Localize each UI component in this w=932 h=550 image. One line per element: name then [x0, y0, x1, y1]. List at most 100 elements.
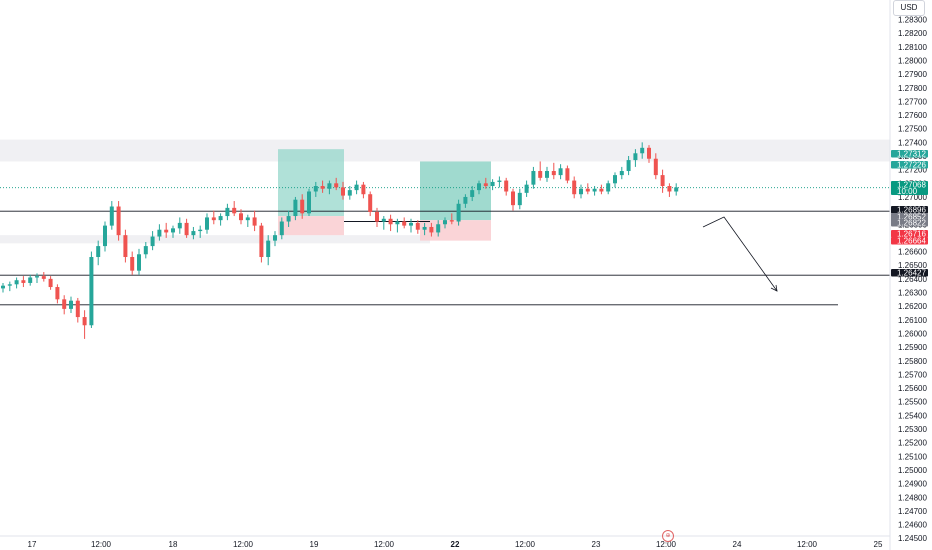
candle-body [307, 191, 311, 214]
candle-body [35, 276, 39, 278]
candle [674, 183, 679, 196]
candle-body [184, 222, 189, 236]
levels-layer [0, 210, 890, 306]
candle-body [41, 276, 46, 279]
time-tick-label: 12:00 [656, 540, 677, 549]
candle [177, 217, 182, 234]
candle-body [606, 183, 611, 192]
price-tag: 1.26852 [891, 212, 928, 221]
candle [551, 162, 556, 180]
candle [381, 216, 386, 230]
candle-body [511, 191, 515, 206]
candle [388, 214, 393, 232]
candle-body [375, 211, 379, 222]
candle-body [449, 220, 454, 222]
candle-body [143, 246, 148, 255]
candle-body [613, 175, 617, 184]
time-tick-label: 12:00 [233, 540, 254, 549]
candle-body [592, 188, 597, 192]
price-tag-bg [891, 269, 928, 277]
candle-body [320, 186, 325, 189]
candle-body [647, 147, 651, 159]
candle [490, 179, 495, 191]
candle-body [191, 231, 196, 236]
demand-zone [0, 235, 430, 244]
price-tag: 1.26664 [891, 236, 928, 245]
candle [640, 142, 645, 159]
price-tick-label: 1.27800 [898, 84, 927, 93]
candle-body [259, 225, 264, 258]
candle [395, 218, 400, 233]
candle-body [55, 287, 60, 300]
candle [579, 184, 583, 199]
candle [28, 274, 33, 286]
candle-body [619, 171, 624, 176]
price-tick-label: 1.26500 [898, 261, 927, 270]
currency-label[interactable]: USD [893, 0, 925, 16]
candle [7, 281, 12, 292]
candle-body [504, 180, 509, 192]
candle [48, 276, 53, 290]
candle [531, 166, 536, 189]
candle [96, 240, 101, 266]
candle-body [252, 217, 257, 226]
candle-body [109, 206, 114, 226]
price-tick-label: 1.25900 [898, 343, 927, 352]
candle-body [388, 218, 393, 225]
candle-body [171, 228, 175, 233]
candle [633, 149, 638, 167]
candle-body [123, 235, 128, 258]
price-tag-bg [891, 219, 928, 227]
price-tick-label: 1.25600 [898, 384, 927, 393]
candle [232, 201, 237, 217]
candle-body [279, 221, 284, 236]
candle [375, 207, 379, 227]
price-axis: 1.28300 1.28200 1.28100 1.28000 1.27900 1.278… [898, 16, 927, 544]
candle-body [626, 160, 631, 172]
candle [660, 169, 665, 193]
price-tick-label: 1.24500 [898, 534, 927, 543]
candle-body [21, 280, 26, 283]
candle [205, 213, 209, 234]
price-tick-label: 1.26100 [898, 316, 927, 325]
time-tick-label: 12:00 [374, 540, 395, 549]
projection-arrow-path [702, 216, 778, 292]
candle [511, 188, 515, 211]
candle-body [422, 226, 427, 230]
candle-body [354, 184, 359, 191]
candle [368, 191, 373, 217]
time-tick-label: 22 [451, 540, 460, 549]
candle [137, 248, 141, 275]
price-tick-label: 1.26400 [898, 275, 927, 284]
time-tick-label: 25 [874, 540, 883, 549]
price-tag: 1.27312 [891, 149, 928, 158]
candle [218, 213, 223, 226]
candle-body [524, 184, 529, 193]
candle-body [585, 188, 590, 192]
candles-layer [1, 142, 679, 339]
candle-body [674, 187, 679, 192]
candle [171, 225, 175, 238]
globe-icon[interactable]: ⊕ [662, 530, 674, 542]
candle [667, 183, 672, 197]
supply-zone [0, 139, 890, 162]
candle-body [545, 171, 549, 178]
candle [347, 186, 352, 200]
price-tick-label: 1.28300 [898, 16, 927, 25]
price-tag-bg [891, 213, 928, 221]
candle [436, 220, 441, 237]
candle [273, 231, 277, 247]
candle [211, 210, 216, 225]
price-tag-bg [891, 161, 928, 169]
candle-body [239, 213, 243, 221]
candle [300, 194, 305, 219]
price-tag: 1.26822 [891, 218, 928, 227]
price-tag-text: 1.26822 [897, 218, 926, 227]
candle [103, 221, 107, 252]
candle [592, 186, 597, 196]
price-tick-label: 1.25100 [898, 452, 927, 461]
candle [626, 156, 631, 176]
candle-body [48, 278, 53, 288]
time-tick-label: 24 [733, 540, 742, 549]
